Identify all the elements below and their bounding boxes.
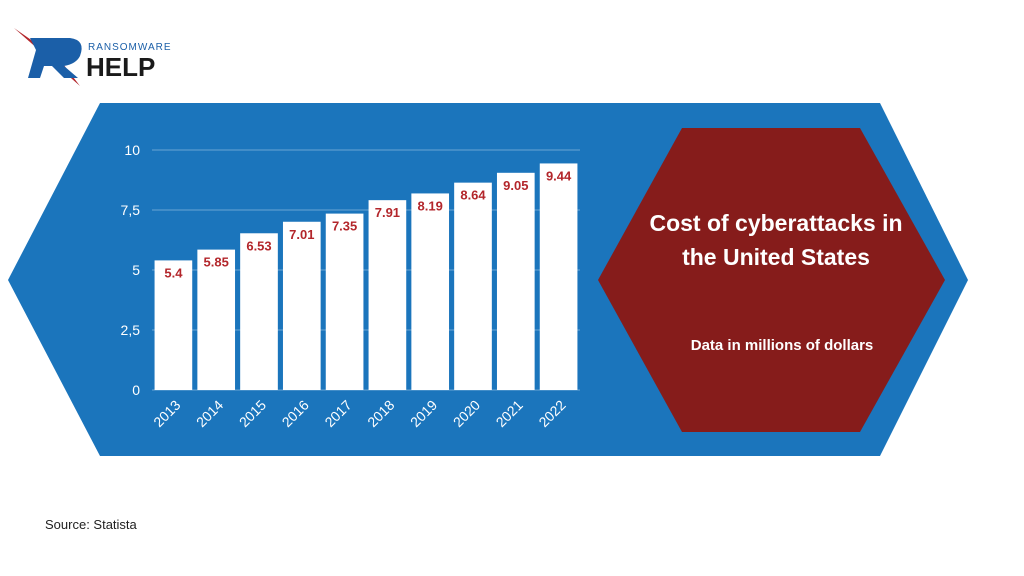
chart-title: Cost of cyberattacks in the United State… [649, 210, 903, 270]
y-tick-label: 5 [132, 262, 140, 278]
bar [411, 193, 450, 390]
bar [240, 233, 278, 390]
bar [154, 260, 193, 390]
y-tick-label: 10 [124, 142, 140, 158]
bar [368, 200, 407, 390]
y-tick-label: 7,5 [121, 202, 141, 218]
bar [197, 249, 236, 390]
source: Source: Statista [45, 517, 137, 532]
logo-top: RANSOMWARE [88, 42, 172, 53]
chart-subtitle: Data in millions of dollars [690, 337, 874, 354]
value-label: 5.4 [164, 265, 183, 280]
value-label: 7.01 [289, 227, 314, 242]
value-label: 7.35 [332, 219, 357, 234]
value-label: 9.44 [546, 168, 572, 183]
bar [282, 221, 321, 390]
logo-main: HELP [86, 52, 155, 82]
red-panel [598, 128, 945, 432]
bar [539, 163, 578, 390]
bar [454, 182, 492, 390]
bar [496, 172, 535, 390]
value-label: 6.53 [246, 238, 271, 253]
value-label: 9.05 [503, 178, 528, 193]
y-tick-label: 2,5 [121, 322, 141, 338]
bar [325, 213, 364, 390]
y-tick-label: 0 [132, 382, 140, 398]
logo-icon [14, 28, 82, 86]
value-label: 8.19 [418, 198, 443, 213]
value-label: 7.91 [375, 205, 400, 220]
value-label: 8.64 [460, 188, 486, 203]
value-label: 5.85 [204, 255, 229, 270]
